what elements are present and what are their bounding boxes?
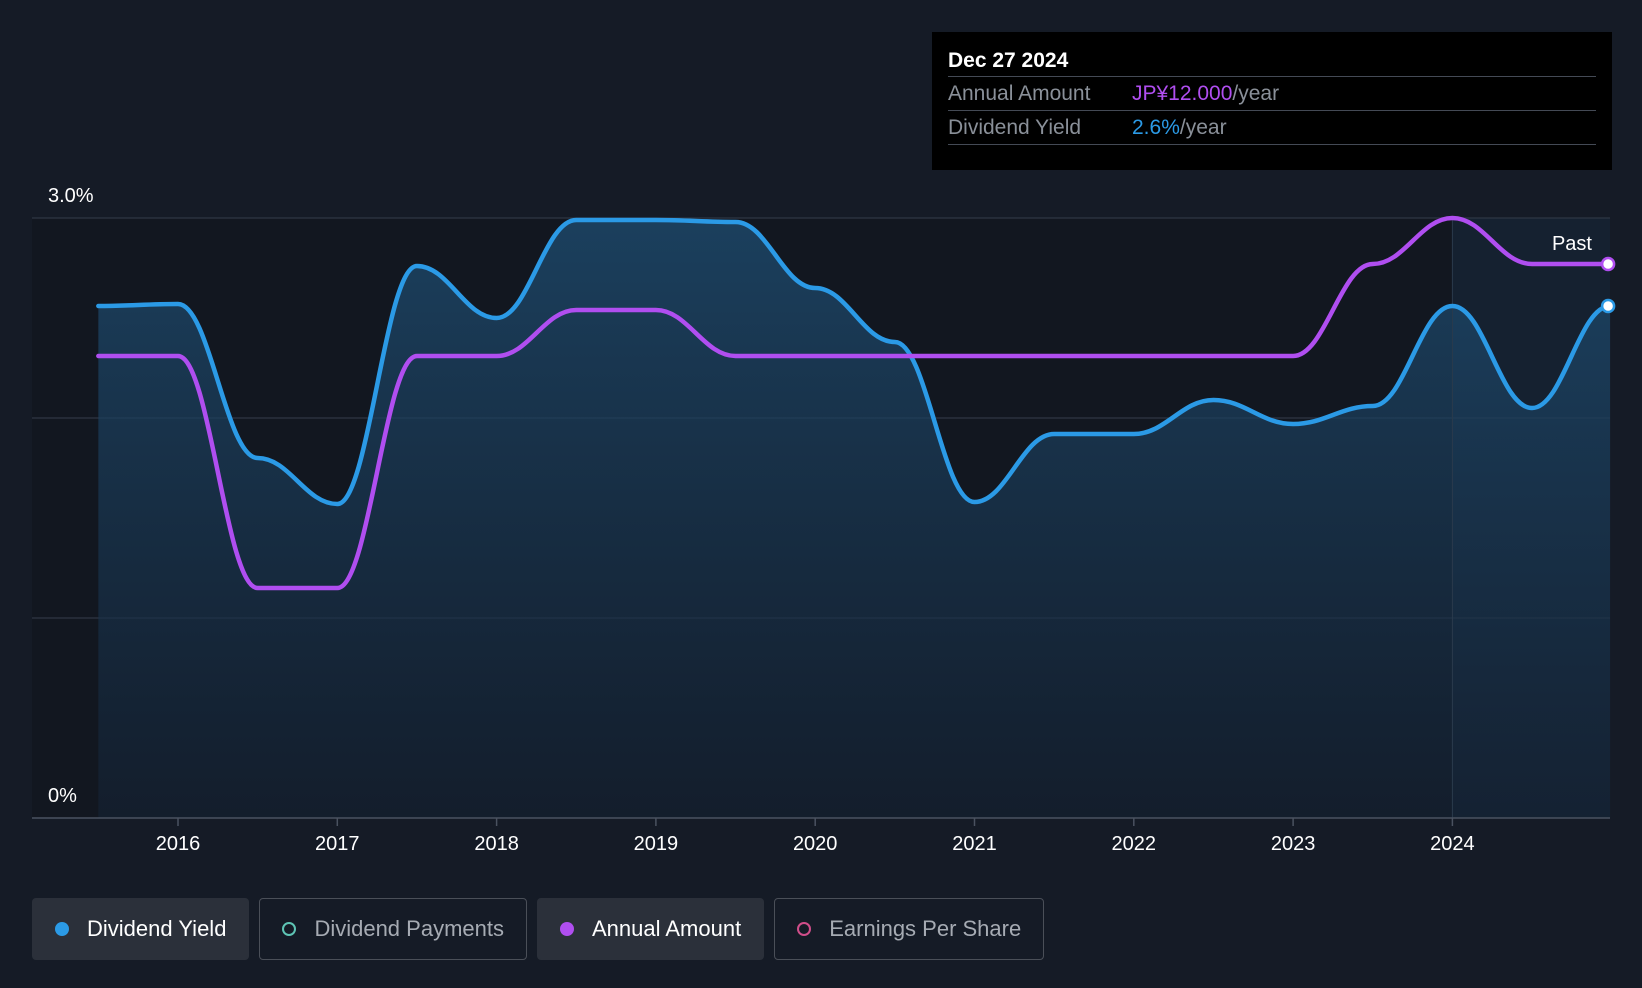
tooltip-row-dividend-yield: Dividend Yield 2.6% /year [948,110,1596,145]
dividend-yield-area [98,220,1611,818]
x-axis-ticks: 2016 2017 2018 2019 2020 2021 2022 2023 2024 [156,818,1475,855]
legend: Dividend Yield Dividend Payments Annual … [32,898,1045,960]
x-tick-label: 2021 [952,833,997,855]
legend-earnings-per-share[interactable]: Earnings Per Share [774,898,1045,960]
dividend-yield-end-marker[interactable] [1600,298,1616,314]
legend-label: Earnings Per Share [829,916,1022,941]
x-tick-label: 2016 [156,833,201,855]
tooltip-date: Dec 27 2024 [948,49,1069,72]
y-tick-label: 3.0% [48,185,94,207]
tooltip-label: Annual Amount [948,82,1091,105]
past-label: Past [1552,233,1592,255]
legend-label: Dividend Payments [314,916,504,941]
x-tick-label: 2023 [1271,833,1316,855]
legend-annual-amount[interactable]: Annual Amount [536,898,765,960]
annual-amount-line [96,215,1613,591]
legend-label: Annual Amount [591,916,742,941]
y-axis-labels: 3.0% 0% [48,185,94,807]
x-tick-label: 2019 [634,833,679,855]
legend-dot-icon [559,922,574,936]
tooltip-value: JP¥12.000 [1132,82,1233,105]
legend-dividend-payments[interactable]: Dividend Payments [259,898,527,960]
tooltip-row-annual-amount: Annual Amount JP¥12.000 /year [948,76,1596,110]
x-tick-label: 2018 [474,833,519,855]
legend-ring-icon [797,922,812,936]
legend-ring-icon [282,922,297,936]
legend-dividend-yield[interactable]: Dividend Yield [32,898,250,960]
legend-dot-icon [55,922,69,936]
dividend-yield-line [96,217,1613,507]
tooltip-label: Dividend Yield [948,116,1082,139]
x-tick-label: 2022 [1112,833,1157,855]
legend-label: Dividend Yield [87,916,227,941]
tooltip-value: 2.6% [1132,116,1180,139]
tooltip-unit: /year [1232,82,1280,105]
annual-amount-end-marker[interactable] [1600,256,1616,272]
x-tick-label: 2020 [793,833,838,855]
x-tick-label: 2024 [1430,833,1475,855]
y-tick-label: 0% [48,785,77,807]
tooltip-unit: /year [1179,116,1227,139]
x-tick-label: 2017 [315,833,360,855]
tooltip: Dec 27 2024 Annual Amount JP¥12.000 /yea… [932,32,1612,170]
